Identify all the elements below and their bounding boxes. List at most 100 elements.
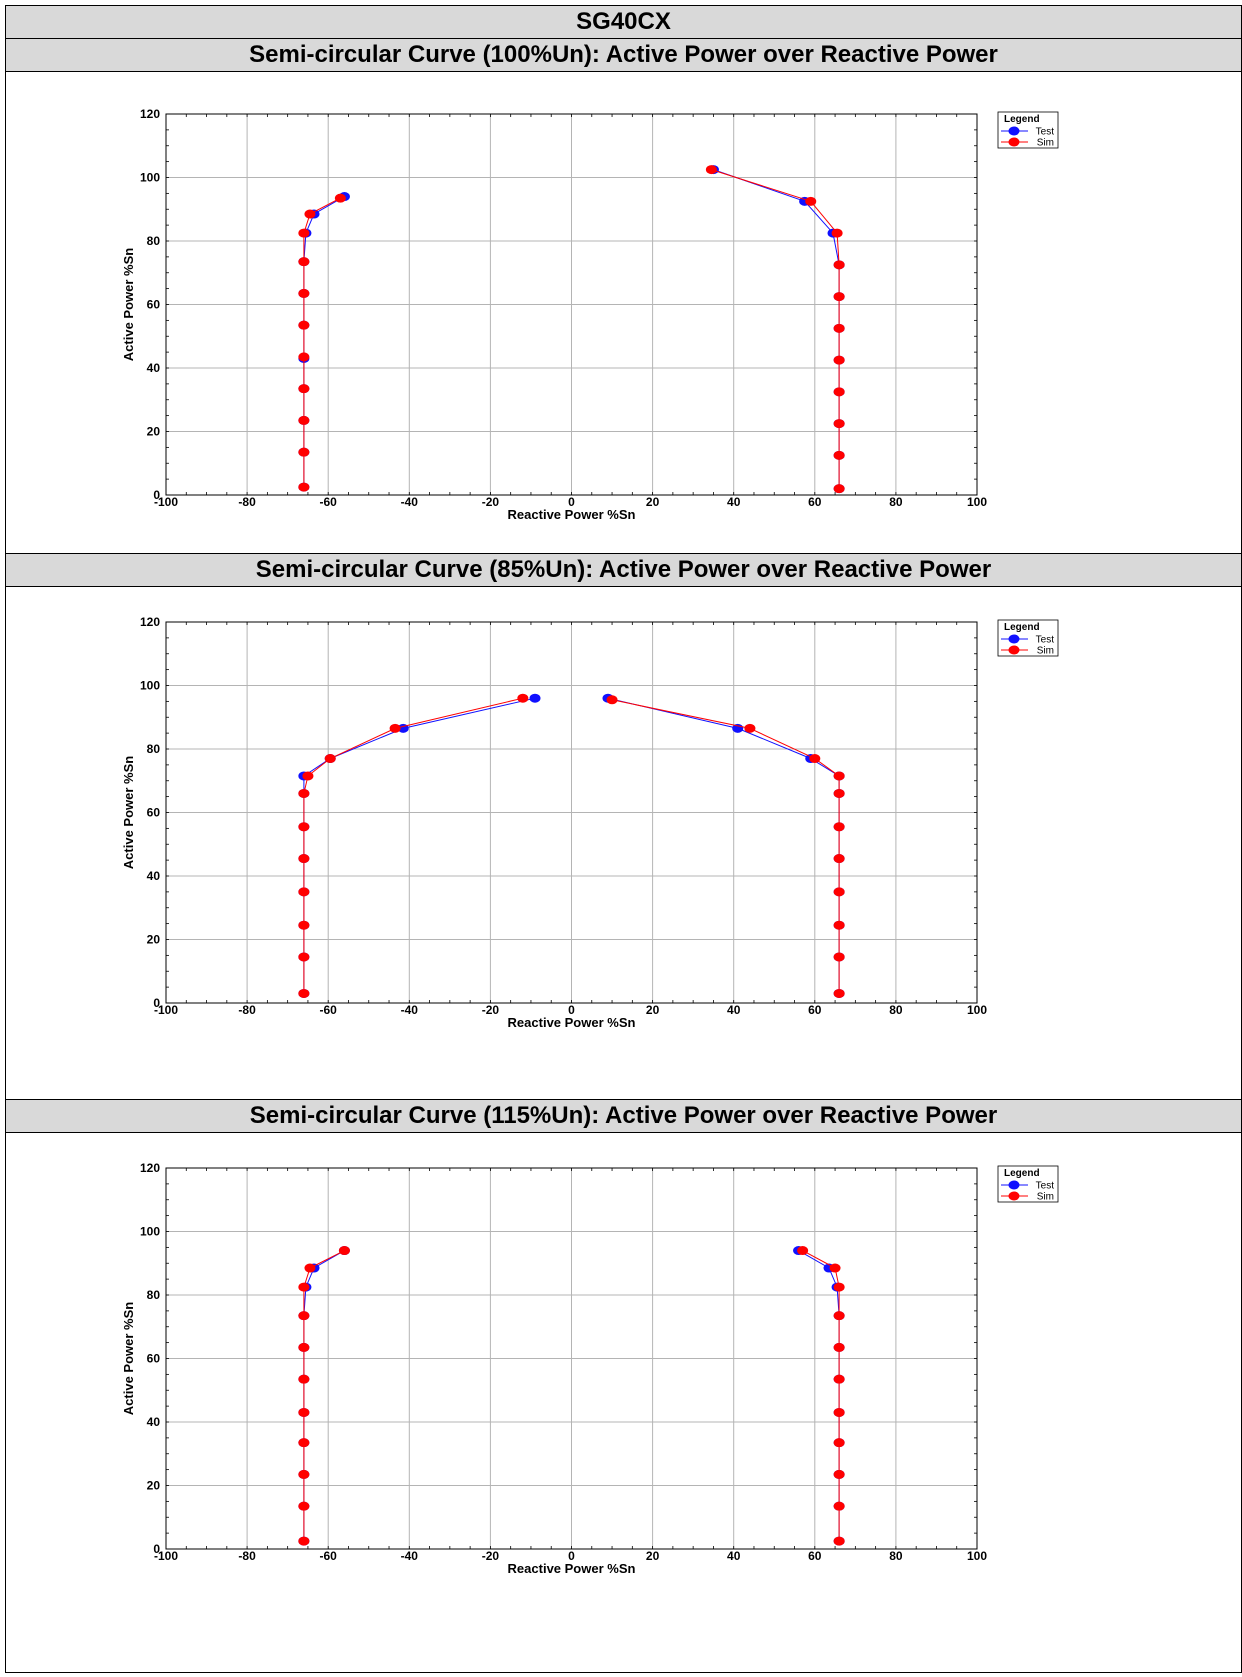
chart-title-85un: Semi-circular Curve (85%Un): Active Powe… [6, 553, 1241, 587]
legend-swatch-marker [1008, 1180, 1020, 1190]
data-point-sim [833, 450, 845, 460]
x-tick-label: -60 [320, 1003, 338, 1017]
data-point-sim [833, 1342, 845, 1352]
series-line-sim [802, 1250, 840, 1542]
data-point-sim [298, 854, 310, 864]
x-tick-label: 60 [808, 1003, 822, 1017]
data-point-sim [334, 193, 346, 203]
data-point-sim [298, 1374, 310, 1384]
x-tick-label: 40 [727, 1549, 741, 1563]
grid-lines [165, 1167, 978, 1550]
data-point-sim [833, 1282, 845, 1292]
data-point-sim [833, 1469, 845, 1479]
chart-85un: -100 -80 -60 -40 -20 0 20 40 60 80 100 0 20 40 60 80 100… [121, 615, 1059, 1030]
y-tick-label: 60 [147, 806, 161, 820]
data-point-sim [805, 196, 817, 206]
y-tick-label: 80 [147, 742, 161, 756]
x-tick-label: 40 [727, 1003, 741, 1017]
chart-panel-115un: -100 -80 -60 -40 -20 0 20 40 60 80 100 0 20 40 60 80 100… [6, 1133, 1241, 1672]
data-point-sim [298, 1438, 310, 1448]
x-tick-label: -60 [320, 495, 338, 509]
x-tick-label: -100 [154, 1549, 178, 1563]
chart-panel-100un: -100 -80 -60 -40 -20 0 20 40 60 80 100 0 20 40 60 80 100… [6, 72, 1241, 553]
chart-title-115un: Semi-circular Curve (115%Un): Active Pow… [6, 1099, 1241, 1133]
chart-115un: -100 -80 -60 -40 -20 0 20 40 60 80 100 0 20 40 60 80 100… [121, 1161, 1059, 1576]
x-tick-label: 20 [646, 495, 660, 509]
y-tick-label: 20 [147, 1479, 161, 1493]
x-tick-label: -80 [238, 1549, 256, 1563]
chart-title-100un: Semi-circular Curve (100%Un): Active Pow… [6, 39, 1241, 72]
x-tick-label: -100 [154, 495, 178, 509]
x-tick-label: 60 [808, 1549, 822, 1563]
y-tick-label: 0 [153, 1542, 160, 1556]
y-tick-label: 40 [147, 869, 161, 883]
y-axis-label: Active Power %Sn [121, 1302, 136, 1415]
data-point-sim [298, 482, 310, 492]
y-tick-label: 40 [147, 1415, 161, 1429]
chart-100un: -100 -80 -60 -40 -20 0 20 40 60 80 100 0 20 40 60 80 100… [121, 107, 1059, 522]
x-tick-label: -40 [401, 495, 419, 509]
data-point-sim [833, 920, 845, 930]
grid-lines [165, 621, 978, 1004]
x-tick-label: -100 [154, 1003, 178, 1017]
data-point-sim [833, 484, 845, 494]
x-tick-label: -80 [238, 1003, 256, 1017]
data-point-sim [833, 788, 845, 798]
data-point-sim [298, 1311, 310, 1321]
x-axis-label: Reactive Power %Sn [508, 1015, 636, 1030]
series-line-test [303, 1250, 345, 1542]
plot-frame [165, 113, 978, 496]
data-point-sim [833, 355, 845, 365]
data-point-sim [833, 1501, 845, 1511]
data-point-sim [298, 384, 310, 394]
x-tick-label: -20 [482, 1549, 500, 1563]
data-point-sim [298, 1342, 310, 1352]
legend-title: Legend [1004, 622, 1040, 633]
y-tick-label: 120 [140, 107, 160, 121]
data-point-sim [389, 723, 401, 733]
y-axis-label: Active Power %Sn [121, 248, 136, 361]
plot-frame [165, 1167, 978, 1550]
y-tick-label: 80 [147, 234, 161, 248]
x-tick-label: 40 [727, 495, 741, 509]
legend-entry-sim: Sim [1037, 646, 1054, 657]
data-point-sim [298, 415, 310, 425]
x-tick-label: -40 [401, 1003, 419, 1017]
data-point-sim [833, 822, 845, 832]
data-point-sim [833, 887, 845, 897]
x-tick-label: -40 [401, 1549, 419, 1563]
series-line-sim [303, 1250, 345, 1542]
data-point-sim [833, 292, 845, 302]
legend-swatch-marker [1008, 1191, 1020, 1201]
data-point-test [529, 693, 541, 703]
legend-swatch-marker [1008, 126, 1020, 136]
y-tick-label: 120 [140, 1161, 160, 1175]
x-tick-label: 100 [967, 1549, 987, 1563]
series-line-test [303, 697, 536, 994]
data-point-sim [298, 447, 310, 457]
series-sim [298, 693, 845, 998]
legend-entry-sim: Sim [1037, 1192, 1054, 1203]
x-axis-label: Reactive Power %Sn [508, 507, 636, 522]
y-tick-label: 60 [147, 298, 161, 312]
y-tick-label: 20 [147, 933, 161, 947]
series-line-test [798, 1250, 840, 1542]
data-point-sim [705, 165, 717, 175]
x-axis-label: Reactive Power %Sn [508, 1561, 636, 1576]
data-point-sim [829, 1263, 841, 1273]
data-point-sim [338, 1246, 350, 1256]
data-point-sim [833, 323, 845, 333]
data-point-sim [298, 1536, 310, 1546]
series-line-test [607, 697, 840, 994]
legend-title: Legend [1004, 114, 1040, 125]
y-tick-label: 120 [140, 615, 160, 629]
data-point-sim [833, 1311, 845, 1321]
data-point-sim [298, 1501, 310, 1511]
legend-swatch-marker [1008, 645, 1020, 655]
x-tick-label: 20 [646, 1003, 660, 1017]
y-tick-label: 40 [147, 361, 161, 375]
y-tick-label: 100 [140, 1225, 160, 1239]
data-point-sim [298, 288, 310, 298]
